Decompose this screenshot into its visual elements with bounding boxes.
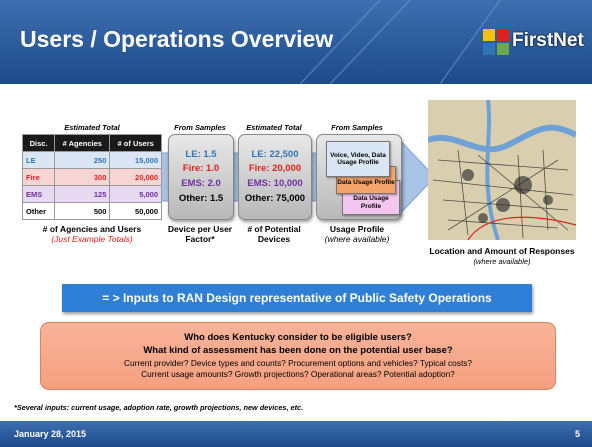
map-image xyxy=(428,100,576,240)
devices-box: LE: 22,500 Fire: 20,000 EMS: 10,000 Othe… xyxy=(238,134,312,220)
step-label: Location and Amount of Responses (where … xyxy=(422,246,582,266)
caption: Estimated Total xyxy=(236,123,312,132)
usage-card: Voice, Video, Data Usage Profile xyxy=(326,141,390,177)
cell: 300 xyxy=(55,169,110,186)
question: Who does Kentucky consider to be eligibl… xyxy=(41,332,555,345)
line: Other: 75,000 xyxy=(245,192,305,207)
column-header: # Agencies xyxy=(55,135,110,152)
banner: = > Inputs to RAN Design representative … xyxy=(62,284,532,312)
caption: From Samples xyxy=(314,123,400,132)
logo-icon xyxy=(482,28,510,56)
step-label: # of Potential Devices xyxy=(236,224,312,244)
question: What kind of assessment has been done on… xyxy=(41,345,555,358)
question: Current usage amounts? Growth projection… xyxy=(41,369,555,380)
footer-band xyxy=(0,421,592,447)
footer-date: January 28, 2015 xyxy=(14,429,86,439)
line: Fire: 1.0 xyxy=(183,162,219,177)
line: LE: 22,500 xyxy=(252,148,299,163)
questions-box: Who does Kentucky consider to be eligibl… xyxy=(40,322,556,390)
line: EMS: 2.0 xyxy=(181,177,221,192)
line: Fire: 20,000 xyxy=(249,162,301,177)
column-header: Disc. xyxy=(23,135,55,152)
step-label: # of Agencies and Users(Just Example Tot… xyxy=(22,224,162,244)
question: Current provider? Device types and count… xyxy=(41,358,555,369)
step-label: Usage Profile(where available) xyxy=(314,224,400,244)
cell: EMS xyxy=(23,186,55,203)
cell: 5,000 xyxy=(110,186,162,203)
cell: 50,000 xyxy=(110,203,162,220)
cell: 250 xyxy=(55,152,110,169)
cell: 20,000 xyxy=(110,169,162,186)
label: # of Agencies and Users xyxy=(22,224,162,234)
cell: 15,000 xyxy=(110,152,162,169)
label: Usage Profile xyxy=(314,224,400,234)
cell: 125 xyxy=(55,186,110,203)
note: (where available) xyxy=(314,234,400,244)
cell: Fire xyxy=(23,169,55,186)
cell: 500 xyxy=(55,203,110,220)
factor-box: LE: 1.5 Fire: 1.0 EMS: 2.0 Other: 1.5 xyxy=(168,134,234,220)
caption: From Samples xyxy=(166,123,234,132)
card-text: Voice, Video, Data Usage Profile xyxy=(327,152,389,167)
line: EMS: 10,000 xyxy=(247,177,302,192)
page-number: 5 xyxy=(560,429,580,439)
slide-title: Users / Operations Overview xyxy=(20,26,333,53)
cell: Other xyxy=(23,203,55,220)
caption: Estimated Total xyxy=(22,123,162,132)
line: Other: 1.5 xyxy=(179,192,223,207)
slide: Users / Operations Overview FirstNet Est… xyxy=(0,0,592,447)
note: (Just Example Totals) xyxy=(22,234,162,244)
column-header: # of Users xyxy=(110,135,162,152)
logo-text: FirstNet xyxy=(512,30,584,52)
note: (where available) xyxy=(473,257,530,266)
line: LE: 1.5 xyxy=(185,148,216,163)
cell: LE xyxy=(23,152,55,169)
footnote: *Several inputs: current usage, adoption… xyxy=(14,403,303,412)
label: Location and Amount of Responses xyxy=(429,246,574,256)
step-label: Device per User Factor* xyxy=(166,224,234,244)
